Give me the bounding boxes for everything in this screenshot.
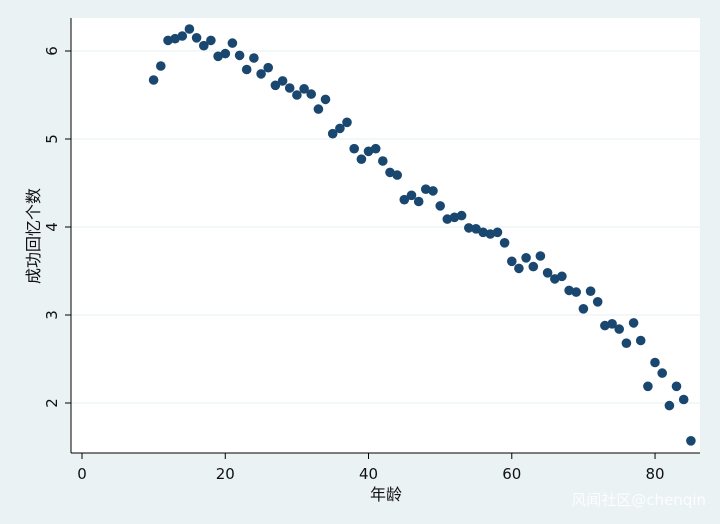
y-tick-label: 2 xyxy=(43,398,61,408)
data-point xyxy=(363,146,374,157)
data-point xyxy=(199,40,209,51)
data-point xyxy=(241,64,252,75)
data-point xyxy=(578,304,589,314)
plot-area xyxy=(71,18,700,453)
data-point xyxy=(671,381,682,392)
data-point xyxy=(220,48,231,59)
data-point xyxy=(370,143,381,154)
y-axis-ticks: 2 3 4 5 6 xyxy=(43,46,71,408)
data-point xyxy=(406,190,417,201)
data-point xyxy=(507,256,517,267)
data-point xyxy=(471,224,481,234)
data-point xyxy=(284,83,295,93)
data-point xyxy=(227,38,238,48)
data-point xyxy=(521,252,531,263)
data-point xyxy=(499,238,510,248)
data-point xyxy=(313,104,324,114)
data-point xyxy=(413,196,424,207)
data-point xyxy=(478,227,488,238)
data-point xyxy=(320,94,331,105)
data-point xyxy=(399,194,410,205)
data-point xyxy=(234,50,245,61)
data-points xyxy=(148,24,696,446)
data-point xyxy=(628,318,639,328)
data-point xyxy=(535,251,546,261)
y-tick-label: 4 xyxy=(43,222,61,232)
y-tick-label: 3 xyxy=(43,310,61,320)
data-point xyxy=(263,62,274,73)
data-point xyxy=(557,271,567,282)
data-point xyxy=(342,117,352,128)
data-point xyxy=(428,186,438,196)
data-point xyxy=(170,33,180,44)
data-point xyxy=(156,61,166,71)
data-point xyxy=(664,400,675,411)
watermark-text: 风闻社区@chenqin xyxy=(571,491,706,509)
data-point xyxy=(571,287,581,297)
data-point xyxy=(256,69,266,79)
data-point xyxy=(299,84,309,94)
x-axis-title: 年龄 xyxy=(370,485,402,504)
data-point xyxy=(485,229,496,239)
data-point xyxy=(514,263,524,274)
y-tick-label: 6 xyxy=(43,46,61,56)
data-point xyxy=(650,357,660,368)
data-point xyxy=(184,24,195,34)
data-point xyxy=(277,76,288,86)
data-point xyxy=(392,170,403,180)
data-point xyxy=(191,33,202,43)
data-point xyxy=(213,51,223,62)
data-point xyxy=(614,324,624,334)
x-tick-label: 40 xyxy=(359,465,378,483)
data-point xyxy=(327,128,338,139)
data-point xyxy=(356,154,367,164)
data-point xyxy=(635,335,646,346)
data-point xyxy=(206,35,216,46)
data-point xyxy=(607,319,617,329)
data-point xyxy=(456,210,467,221)
x-tick-label: 60 xyxy=(502,465,521,483)
data-point xyxy=(421,184,431,194)
data-point xyxy=(148,75,159,85)
data-point xyxy=(292,90,302,100)
data-point xyxy=(528,261,539,272)
data-point xyxy=(306,89,317,99)
data-point xyxy=(492,227,503,238)
x-tick-label: 20 xyxy=(216,465,235,483)
data-point xyxy=(621,338,632,349)
data-point xyxy=(442,214,453,224)
y-axis-title: 成功回忆个数 xyxy=(24,188,43,284)
x-tick-label: 80 xyxy=(645,465,664,483)
data-point xyxy=(385,167,395,178)
data-point xyxy=(678,394,689,405)
data-point xyxy=(592,297,603,307)
x-axis-ticks: 0 20 40 60 80 xyxy=(77,453,665,483)
y-tick-label: 5 xyxy=(43,134,61,144)
data-point xyxy=(686,436,696,446)
data-point xyxy=(542,268,553,278)
data-point xyxy=(600,320,610,331)
data-point xyxy=(657,368,667,378)
data-point xyxy=(270,80,281,91)
data-point xyxy=(378,156,388,166)
data-point xyxy=(177,31,188,41)
data-point xyxy=(464,223,474,233)
data-point xyxy=(585,286,596,297)
x-tick-label: 0 xyxy=(77,465,87,483)
data-point xyxy=(335,123,345,134)
data-point xyxy=(435,201,446,211)
data-point xyxy=(643,381,653,392)
grid-lines xyxy=(71,50,700,404)
data-point xyxy=(249,53,259,63)
data-point xyxy=(349,143,360,154)
